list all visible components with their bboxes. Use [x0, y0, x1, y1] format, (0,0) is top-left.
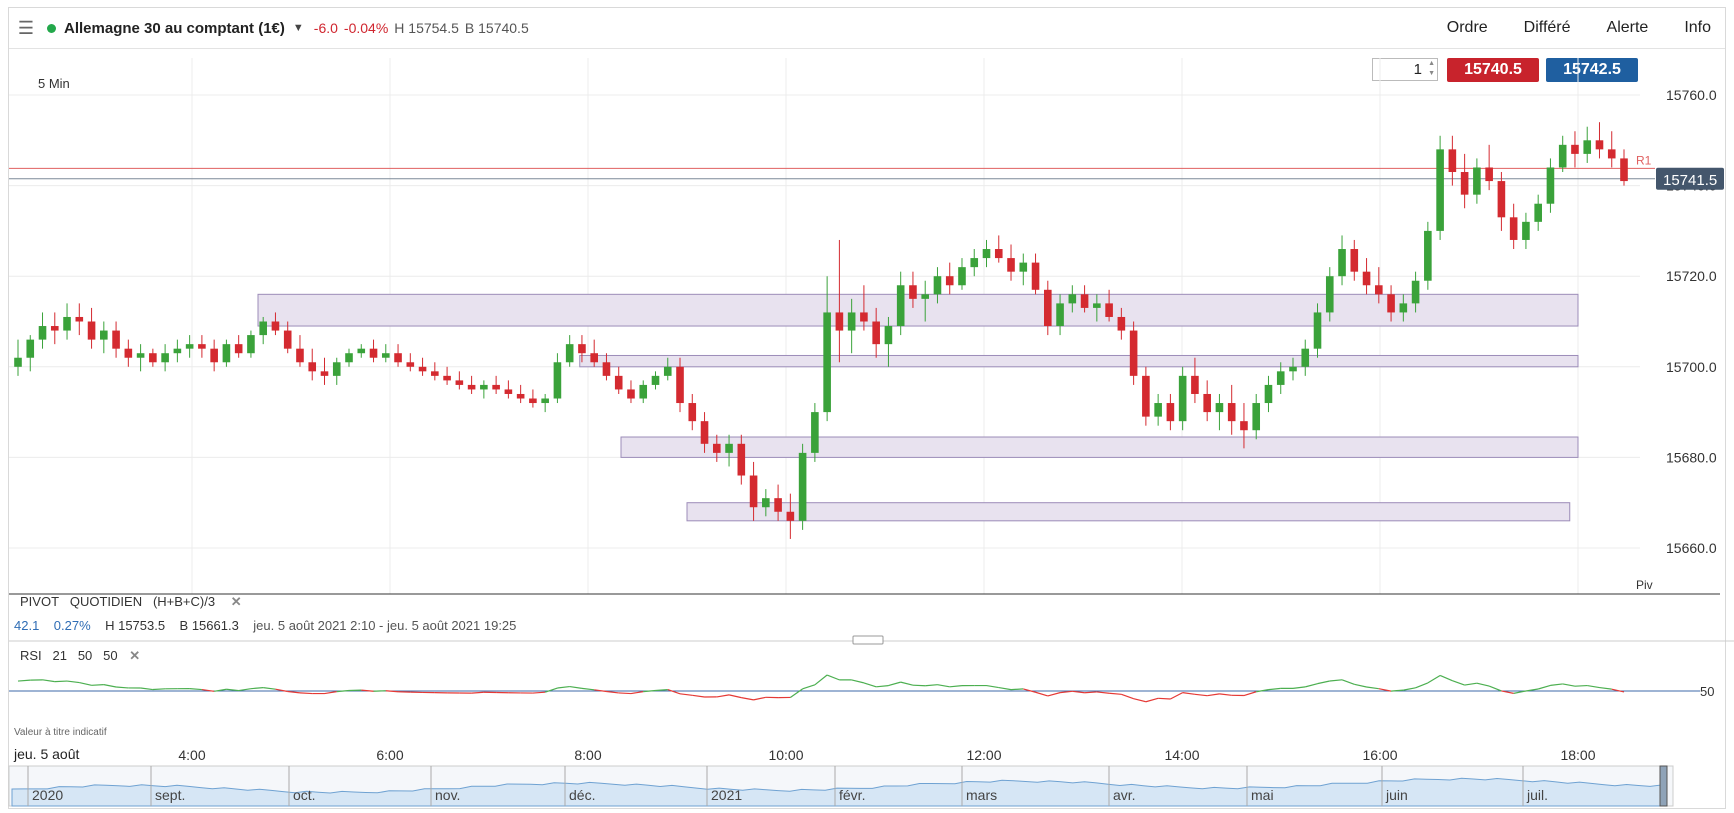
- info-tab[interactable]: Info: [1684, 19, 1711, 36]
- pivot-value: 42.1: [14, 618, 40, 633]
- rsi-close-icon[interactable]: ✕: [129, 648, 141, 663]
- instrument-dropdown-caret-icon[interactable]: ▼: [292, 22, 304, 34]
- pivot-low: B 15661.3: [179, 618, 239, 633]
- pivot-high: H 15753.5: [105, 618, 166, 633]
- buy-price-button[interactable]: 15742.5: [1546, 58, 1638, 82]
- price-change-percent: -0.04%: [343, 20, 389, 36]
- pivot-pct: 0.27%: [53, 618, 91, 633]
- top-navigation: Ordre Différé Alerte Info: [1411, 8, 1711, 48]
- deferred-tab[interactable]: Différé: [1523, 19, 1571, 36]
- pivot-indicator-formula: (H+B+C)/3: [152, 594, 216, 609]
- price-change: -6.0: [313, 20, 338, 36]
- top-toolbar: ☰ Allemagne 30 au comptant (1€) ▼ -6.0 -…: [9, 8, 1725, 49]
- deal-quantity-value: 1: [1413, 61, 1422, 78]
- day-low: B 15740.5: [464, 20, 529, 36]
- indicative-value-note: Valeur à titre indicatif: [14, 727, 107, 738]
- pivot-indicator-name: PIVOT: [20, 594, 60, 609]
- pivot-values-row: 42.1 0.27% H 15753.5 B 15661.3 jeu. 5 ao…: [14, 618, 516, 633]
- rsi-param: 21: [52, 648, 67, 663]
- current-date-label: jeu. 5 août: [14, 746, 80, 762]
- instrument-name[interactable]: Allemagne 30 au comptant (1€): [64, 19, 285, 37]
- sell-price-button[interactable]: 15740.5: [1447, 58, 1539, 82]
- rsi-name: RSI: [20, 648, 42, 663]
- day-high: H 15754.5: [394, 20, 459, 36]
- pivot-indicator-close-icon[interactable]: ✕: [230, 594, 242, 609]
- market-open-status-dot: [47, 23, 56, 33]
- pivot-date-range: jeu. 5 août 2021 2:10 - jeu. 5 août 2021…: [253, 618, 517, 633]
- rsi-indicator-header: RSI 21 50 50 ✕: [20, 648, 140, 664]
- pivot-indicator-header: PIVOT QUOTIDIEN (H+B+C)/3 ✕: [20, 594, 242, 610]
- rsi-param: 50: [103, 648, 118, 663]
- timeframe-label[interactable]: 5 Min: [38, 76, 70, 91]
- chart-window-frame: [8, 7, 1726, 809]
- alert-tab[interactable]: Alerte: [1606, 19, 1649, 36]
- pivot-indicator-period: QUOTIDIEN: [69, 594, 143, 609]
- hamburger-menu-icon[interactable]: ☰: [17, 17, 35, 38]
- order-tab[interactable]: Ordre: [1446, 19, 1488, 36]
- deal-quantity-input[interactable]: 1 ▲ ▼: [1372, 58, 1438, 81]
- quantity-stepper-icon[interactable]: ▲ ▼: [1428, 60, 1435, 77]
- rsi-param: 50: [77, 648, 93, 663]
